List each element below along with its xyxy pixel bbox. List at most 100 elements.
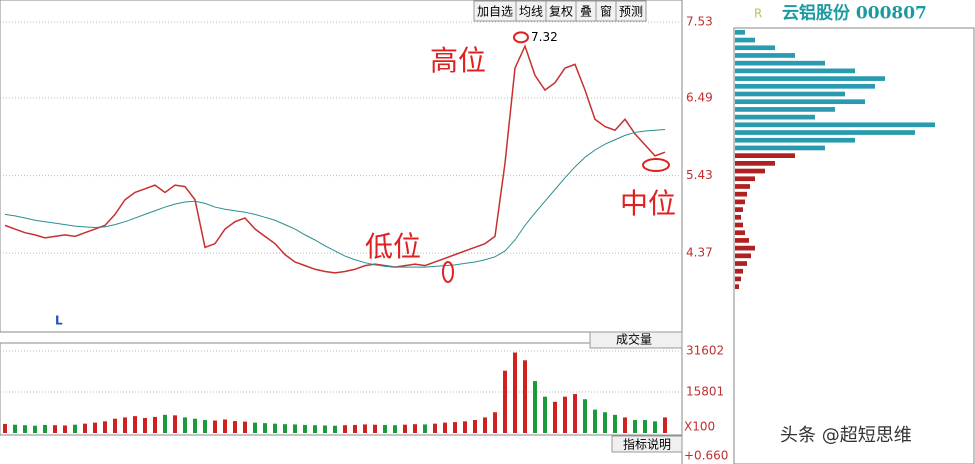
- y-tick-label: 4.37: [686, 246, 713, 260]
- y-tick-label: 6.49: [686, 91, 713, 105]
- profile-bar: [735, 83, 875, 89]
- volume-bar: [383, 424, 387, 433]
- toolbar-label[interactable]: 均线: [519, 5, 543, 19]
- y-tick-label: 31602: [686, 343, 724, 357]
- volume-bar: [63, 425, 67, 433]
- indicator-select[interactable]: [589, 331, 683, 349]
- volume-bar: [633, 420, 637, 433]
- annotation: 低位: [365, 230, 421, 263]
- volume-bar: [473, 420, 477, 433]
- toolbar-label[interactable]: 复权: [549, 5, 573, 19]
- annotation: 高位: [430, 44, 486, 77]
- low-marker: [442, 261, 454, 283]
- volume-bar: [403, 424, 407, 433]
- profile-bar: [735, 184, 750, 189]
- volume-bar: [123, 417, 127, 433]
- profile-bar: [735, 91, 845, 97]
- volume-bar: [453, 422, 457, 433]
- volume-bar: [303, 424, 307, 433]
- volume-bar: [93, 422, 97, 433]
- volume-bar: [3, 423, 7, 433]
- volume-bar: [413, 424, 417, 433]
- volume-bar: [653, 421, 657, 433]
- profile-bar: [735, 284, 739, 289]
- volume-bar: [103, 421, 107, 433]
- volume-bar: [113, 418, 117, 433]
- volume-bar: [283, 424, 287, 433]
- profile-bar: [735, 37, 755, 43]
- volume-bar: [553, 401, 557, 433]
- volume-bar: [503, 370, 507, 433]
- volume-bar: [643, 420, 647, 433]
- profile-bar: [735, 153, 795, 158]
- profile-bar: [735, 107, 835, 112]
- profile-bar: [735, 261, 747, 266]
- volume-bar: [273, 423, 277, 433]
- volume-bar: [73, 424, 77, 433]
- y-tick-label: 7.53: [686, 14, 713, 28]
- volume-bar: [163, 414, 167, 433]
- profile-bar: [735, 145, 825, 151]
- profile-bar: [735, 99, 865, 105]
- volume-bar: [603, 412, 607, 433]
- profile-pane: [733, 27, 975, 464]
- volume-bar: [483, 417, 487, 433]
- toolbar-label[interactable]: 窗: [600, 5, 612, 19]
- toolbar-label[interactable]: 叠: [580, 5, 592, 19]
- volume-bar: [23, 425, 27, 433]
- volume-bar: [593, 409, 597, 433]
- profile-bar: [735, 176, 755, 182]
- profile-bar: [735, 230, 745, 236]
- toolbar-label[interactable]: 加自选: [477, 5, 513, 19]
- peak-label: 7.32: [531, 30, 558, 44]
- volume-bar: [583, 399, 587, 433]
- price-line: [4, 44, 666, 274]
- volume-bar: [143, 417, 147, 433]
- volume-bar: [493, 412, 497, 433]
- volume-bar: [343, 425, 347, 433]
- unit-label: X100: [684, 420, 715, 434]
- volume-bar: [53, 425, 57, 433]
- volume-bar: [373, 424, 377, 433]
- volume-bar: [323, 425, 327, 433]
- volume-bar: [523, 360, 527, 433]
- stock-title: 云铝股份 000807: [782, 3, 927, 24]
- profile-bar: [735, 191, 747, 197]
- profile-bar: [735, 114, 815, 120]
- price-line: [4, 129, 666, 268]
- indicator-name[interactable]: 成交量: [616, 332, 652, 347]
- volume-bar: [613, 414, 617, 433]
- volume-bar: [293, 424, 297, 433]
- volume-bar: [183, 417, 187, 433]
- profile-bar: [735, 60, 825, 66]
- toolbar-label[interactable]: 预测: [619, 5, 643, 19]
- profile-bar: [735, 30, 745, 35]
- profile-bar: [735, 130, 915, 135]
- profile-bar: [735, 161, 775, 166]
- volume-bar: [263, 423, 267, 433]
- profile-bar: [735, 68, 855, 74]
- volume-bar: [13, 424, 17, 433]
- volume-bar: [533, 381, 537, 433]
- volume-bar: [223, 419, 227, 433]
- volume-bar: [83, 423, 87, 433]
- volume-bar: [253, 422, 257, 433]
- profile-bar: [735, 253, 751, 259]
- profile-bar: [735, 76, 885, 81]
- indicator-help-button[interactable]: [611, 435, 683, 453]
- volume-bar: [423, 424, 427, 433]
- volume-bar: [153, 416, 157, 433]
- watermark: 头条 @超短思维: [780, 425, 912, 446]
- indicator-help[interactable]: 指标说明: [623, 437, 671, 452]
- profile-bar: [735, 45, 775, 51]
- volume-bar: [203, 420, 207, 433]
- annotation: 中位: [620, 187, 676, 220]
- y-tick-label: 5.43: [686, 168, 713, 182]
- y-tick-label: 15801: [686, 384, 724, 398]
- volume-bar: [213, 420, 217, 433]
- right-marker: R: [754, 7, 762, 21]
- volume-bar: [243, 421, 247, 433]
- toolbar-button[interactable]: [615, 0, 647, 22]
- volume-bar: [333, 425, 337, 433]
